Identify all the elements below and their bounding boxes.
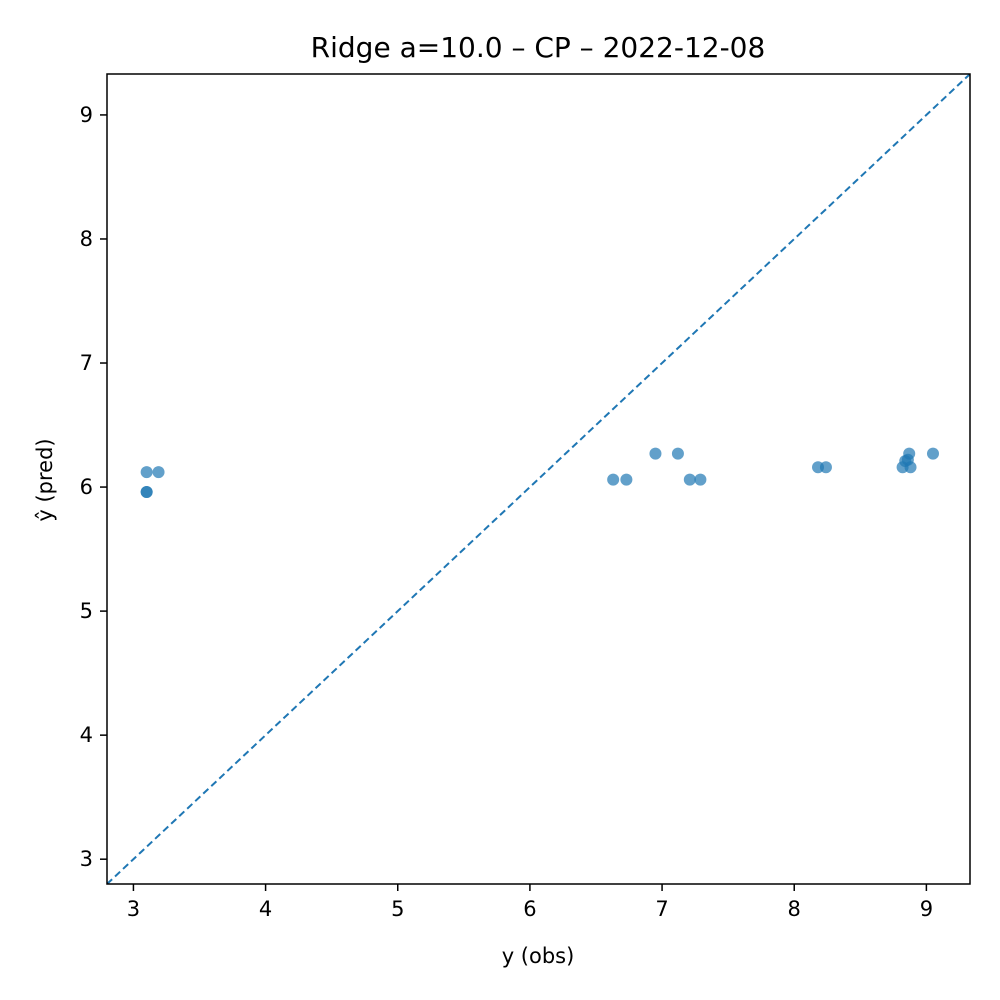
x-tick-label: 9 bbox=[920, 897, 933, 921]
scatter-point bbox=[607, 473, 620, 486]
x-tick-label: 5 bbox=[391, 897, 404, 921]
y-tick-label: 7 bbox=[80, 351, 93, 375]
x-axis-label: y (obs) bbox=[502, 944, 575, 968]
scatter-point bbox=[620, 473, 633, 486]
scatter-point bbox=[683, 473, 696, 486]
y-tick-label: 8 bbox=[80, 227, 93, 251]
y-axis-label: ŷ (pred) bbox=[33, 438, 57, 521]
scatter-point bbox=[903, 447, 916, 460]
x-tick-label: 3 bbox=[127, 897, 140, 921]
y-tick-label: 5 bbox=[80, 599, 93, 623]
y-tick-label: 4 bbox=[80, 723, 93, 747]
chart-title: Ridge a=10.0 – CP – 2022-12-08 bbox=[311, 31, 766, 64]
scatter-point bbox=[819, 461, 832, 474]
scatter-point bbox=[671, 447, 684, 460]
scatter-point bbox=[649, 447, 662, 460]
x-tick-label: 6 bbox=[523, 897, 536, 921]
y-tick-label: 9 bbox=[80, 103, 93, 127]
x-tick-label: 4 bbox=[259, 897, 272, 921]
scatter-point bbox=[694, 473, 707, 486]
scatter-point bbox=[140, 466, 153, 479]
y-tick-label: 3 bbox=[80, 847, 93, 871]
scatter-point bbox=[140, 486, 153, 499]
x-tick-label: 8 bbox=[788, 897, 801, 921]
plot-area: 3 4 5 6 7 8 9 3 4 5 6 7 8 9 bbox=[80, 73, 971, 921]
y-tick-label: 6 bbox=[80, 475, 93, 499]
axes-frame bbox=[106, 73, 971, 885]
scatter-point bbox=[904, 461, 917, 474]
x-tick-label: 7 bbox=[655, 897, 668, 921]
scatter-point bbox=[926, 447, 939, 460]
scatter-point bbox=[152, 466, 165, 479]
